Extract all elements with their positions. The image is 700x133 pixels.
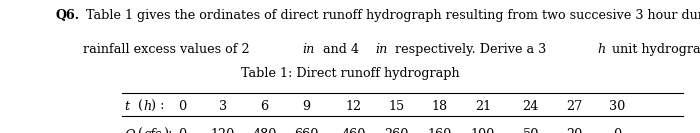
Text: 0: 0	[178, 128, 186, 133]
Text: 30: 30	[609, 100, 626, 113]
Text: 120: 120	[211, 128, 234, 133]
Text: and 4: and 4	[318, 43, 363, 56]
Text: rainfall excess values of 2: rainfall excess values of 2	[83, 43, 253, 56]
Text: t: t	[125, 100, 130, 113]
Text: in: in	[375, 43, 388, 56]
Text: respectively. Derive a 3: respectively. Derive a 3	[391, 43, 551, 56]
Text: h: h	[144, 100, 152, 113]
Text: 18: 18	[431, 100, 448, 113]
Text: 27: 27	[566, 100, 582, 113]
Text: 15: 15	[388, 100, 405, 113]
Text: 160: 160	[428, 128, 452, 133]
Text: Table 1 gives the ordinates of direct runoff hydrograph resulting from two succe: Table 1 gives the ordinates of direct ru…	[82, 9, 700, 22]
Text: 21: 21	[475, 100, 491, 113]
Text: 24: 24	[522, 100, 539, 113]
Text: 6: 6	[260, 100, 269, 113]
Text: Q: Q	[125, 128, 135, 133]
Text: 480: 480	[253, 128, 276, 133]
Text: (: (	[134, 100, 143, 113]
Text: unit hydrograph for the catchment.: unit hydrograph for the catchment.	[608, 43, 700, 56]
Text: 460: 460	[342, 128, 365, 133]
Text: 100: 100	[471, 128, 495, 133]
Text: 660: 660	[295, 128, 318, 133]
Text: Q6.: Q6.	[56, 9, 80, 22]
Text: ) :: ) :	[151, 100, 164, 113]
Text: 50: 50	[522, 128, 539, 133]
Text: (: (	[134, 128, 143, 133]
Text: h: h	[597, 43, 606, 56]
Text: 0: 0	[613, 128, 622, 133]
Text: 3: 3	[218, 100, 227, 113]
Text: ):: ):	[163, 128, 173, 133]
Text: 0: 0	[178, 100, 186, 113]
Text: 9: 9	[302, 100, 311, 113]
Text: Table 1: Direct runoff hydrograph: Table 1: Direct runoff hydrograph	[241, 66, 459, 80]
Text: 260: 260	[384, 128, 408, 133]
Text: in: in	[303, 43, 315, 56]
Text: cfs: cfs	[144, 128, 162, 133]
Text: 20: 20	[566, 128, 582, 133]
Text: 12: 12	[345, 100, 362, 113]
